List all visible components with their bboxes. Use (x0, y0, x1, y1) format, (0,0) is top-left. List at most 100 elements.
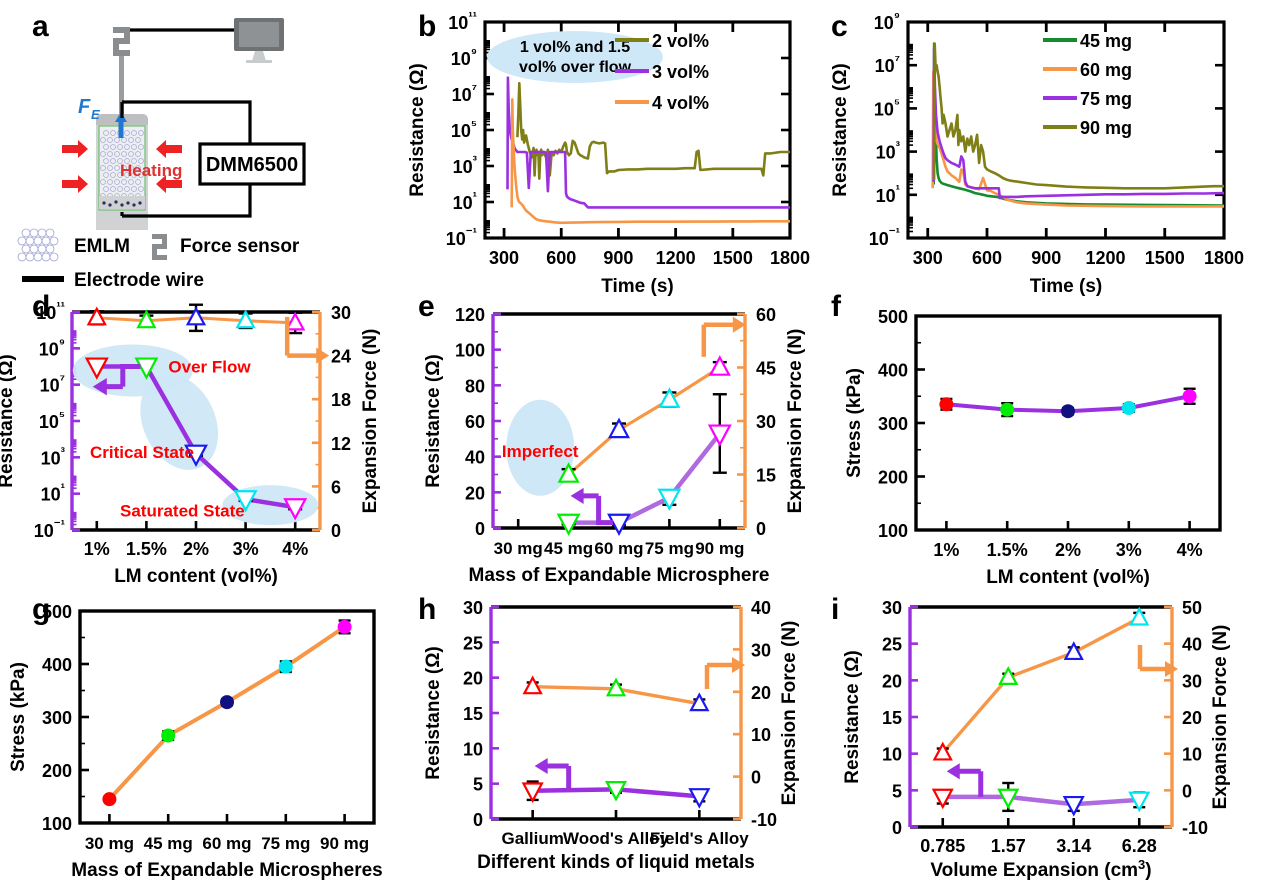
heating-label: Heating (120, 161, 182, 180)
series-line (932, 42, 1225, 207)
y-tick-label: 10⁵ (451, 117, 477, 141)
x-tick-label: Gallium (501, 829, 563, 848)
y-tick-label-right: 15 (756, 466, 776, 486)
marker-triangle-down (556, 513, 581, 536)
y-tick-label-right: 0 (331, 521, 341, 541)
y-tick-label: 200 (42, 761, 72, 781)
series-line (510, 98, 790, 225)
panel-g-chart: 100 200 300 400 500 30 mg 45 mg 60 mg 75 mg 90 mg… (8, 602, 383, 881)
x-tick-label: 1800 (770, 248, 810, 268)
panel-c: c 10⁻¹ 10¹ 10³ 10⁵ 10⁷ 10⁹ 300 600 900 1200 1500 18… (828, 0, 1269, 297)
x-tick-label: 60 mg (594, 539, 643, 558)
annotation-imperfect: Imperfect (502, 442, 579, 461)
y-tick-label-left: 10 (882, 745, 902, 765)
plot-frame (906, 20, 1226, 240)
panel-a: a (0, 0, 420, 291)
marker-triangle-down (931, 788, 954, 810)
y-axis-title-right: Expansion Force (N) (785, 329, 806, 514)
y-tick-label: 10¹ (453, 189, 477, 213)
marker-triangle-up (235, 309, 256, 329)
arrow-head-icon (534, 757, 548, 775)
marker-triangle-down (607, 513, 631, 536)
y-tick-label: 10¹¹ (448, 9, 477, 33)
left-axis-pointer (596, 495, 613, 526)
panel-e-letter: e (418, 290, 435, 323)
series-line (516, 81, 790, 180)
y-tick-label-right: 10 (1182, 745, 1202, 765)
marker-circle (161, 728, 176, 743)
panel-d-letter: d (32, 290, 51, 323)
marker-triangle-up (1063, 641, 1084, 661)
annotation-text: 1 vol% and 1.5 (520, 39, 630, 56)
annotation-ellipse (506, 399, 575, 496)
x-tick-label: 1.57 (991, 836, 1026, 856)
y-axis-title: Stress (kPa) (844, 368, 865, 478)
x-tick-label: 1.5% (126, 539, 167, 559)
arrow-head-icon (316, 347, 330, 364)
panel-e-chart: 0 20 40 60 80 100 120 0 15 30 45 60 30 mg 45 mg 60 mg 7… (423, 305, 806, 586)
left-axis-pointer (120, 364, 141, 387)
y-tick-label: 500 (42, 602, 72, 622)
y-tick-label-right: 40 (1182, 635, 1202, 655)
y-axis-title-left: Resistance (Ω) (0, 354, 17, 488)
y-tick-label-left: 0 (473, 810, 483, 830)
y-tick-label-left: 60 (465, 412, 485, 432)
y-tick-label-right: 10 (751, 725, 771, 745)
marker-triangle-up (607, 417, 631, 439)
y-tick-label: 10³ (876, 139, 901, 163)
marker-triangle-down (707, 424, 732, 447)
y-tick-label-left: 80 (465, 376, 485, 396)
y-tick-label-left: 25 (882, 635, 902, 655)
force-label-sub: E (91, 107, 100, 122)
y-axis-title-right: Expansion Force (N) (779, 621, 800, 806)
y-axis-title-left: Resistance (Ω) (423, 646, 444, 780)
y-axis-title-right: Expansion Force (N) (360, 329, 381, 514)
legend-label: 4 vol% (652, 93, 709, 113)
y-tick-label: 10⁹ (451, 45, 477, 69)
marker-triangle-down (997, 788, 1020, 810)
y-tick-label-left: 25 (463, 633, 483, 653)
legend-label: 75 mg (1080, 89, 1132, 109)
y-axis-title: Stress (kPa) (8, 662, 29, 772)
legend-electrode-wire-label: Electrode wire (74, 270, 204, 291)
marker-triangle-up (998, 666, 1019, 685)
panel-h: h 0 5 10 15 20 25 30 -10 0 10 20 30 40 Gallium Wood's … (415, 593, 835, 894)
panel-b-letter: b (418, 10, 437, 43)
panel-h-letter: h (418, 593, 437, 626)
marker-triangle-down (233, 490, 258, 513)
marker-triangle-up (605, 677, 627, 697)
panel-f-letter: f (831, 290, 841, 323)
x-tick-label: 1.5% (987, 540, 1028, 560)
annotation-over-flow: Over Flow (168, 358, 251, 377)
marker-circle (220, 695, 234, 710)
y-tick-label: 10⁹ (874, 9, 900, 33)
legend-emlm-label: EMLM (74, 236, 130, 257)
y-tick-label-left: 10⁵ (39, 408, 65, 432)
panel-f: f 100 200 300 400 500 1% 1.5% 2% 3% 4% LM content … (828, 290, 1269, 595)
x-axis-title: Mass of Expandable Microsphere (469, 565, 770, 586)
series-line (107, 625, 346, 801)
x-tick-label: 4% (1177, 540, 1203, 560)
marker-circle (1182, 389, 1197, 404)
y-tick-label-left: 10⁻¹ (34, 517, 65, 541)
y-tick-label-right: -10 (1182, 818, 1208, 838)
y-tick-label-left: 10³ (41, 444, 66, 468)
dmm-box (198, 142, 306, 186)
y-tick-label: 500 (878, 307, 908, 327)
panel-g: g 100 200 300 400 500 30 mg 45 mg 60 mg 75 mg 90 … (0, 593, 420, 894)
x-tick-label: Wood's Alloy (563, 829, 670, 848)
marker-triangle-down (1128, 791, 1151, 813)
arrow-head-icon (732, 656, 745, 674)
x-tick-label: 600 (546, 248, 576, 268)
marker-triangle-up (185, 306, 207, 326)
y-tick-label-right: 30 (331, 303, 351, 323)
x-tick-label: 1200 (656, 248, 696, 268)
x-tick-label: 2% (183, 539, 209, 559)
x-tick-label: 30 mg (494, 539, 543, 558)
marker-triangle-up (689, 692, 710, 712)
marker-circle (1000, 402, 1015, 417)
y-tick-label-left: 20 (882, 671, 902, 691)
x-tick-label: 75 mg (261, 834, 310, 853)
x-tick-label: 6.28 (1122, 836, 1157, 856)
series-line-resistance (568, 432, 722, 525)
